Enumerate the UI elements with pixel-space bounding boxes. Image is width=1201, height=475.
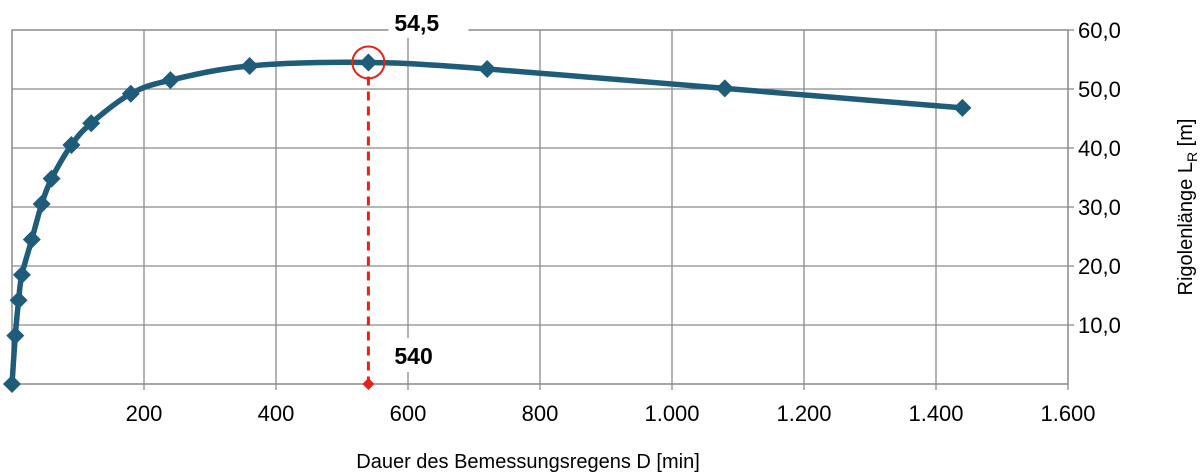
y-axis-title: Rigolenlänge LR [m]: [1175, 119, 1200, 296]
y-axis-title-main: Rigolenlänge L: [1175, 162, 1197, 295]
max-drop-marker: [362, 378, 375, 390]
max-duration-label: 540: [394, 343, 432, 369]
x-axis-ticks: 200 400 600 800 1.000 1.200 1.400 1.600: [126, 384, 1096, 426]
x-tick-label: 1.000: [644, 401, 699, 426]
series-group: [3, 53, 972, 393]
y-tick-label: 20,0: [1078, 254, 1121, 279]
y-tick-label: 50,0: [1078, 77, 1121, 102]
series-point-marker: [32, 195, 51, 214]
series-point-marker: [12, 265, 31, 284]
series-point-marker: [161, 71, 180, 90]
y-tick-label: 60,0: [1078, 18, 1121, 43]
series-point-marker: [478, 59, 497, 78]
series-point-marker: [953, 98, 972, 117]
x-tick-label: 1.600: [1040, 401, 1095, 426]
max-value-label: 54,5: [394, 10, 439, 36]
y-tick-label: 10,0: [1078, 313, 1121, 338]
grid: [12, 30, 1068, 384]
annotation-group: 54,5 540: [351, 4, 469, 372]
series-point-marker: [359, 53, 378, 72]
series-point-marker: [715, 79, 734, 98]
x-tick-label: 1.200: [776, 401, 831, 426]
x-axis-title: Dauer des Bemessungsregens D [min]: [356, 451, 700, 473]
y-tick-label: 30,0: [1078, 195, 1121, 220]
x-tick-label: 600: [390, 401, 427, 426]
x-tick-label: 800: [522, 401, 559, 426]
max-drop-line-group: [362, 76, 375, 390]
max-value-label-bg: [388, 4, 469, 38]
x-tick-label: 200: [126, 401, 163, 426]
x-tick-label: 1.400: [908, 401, 963, 426]
x-tick-label: 400: [258, 401, 295, 426]
y-tick-label: 40,0: [1078, 136, 1121, 161]
y-axis-title-subscript: R: [1184, 152, 1200, 162]
y-axis-title-unit: [m]: [1175, 119, 1197, 152]
series-point-marker: [121, 84, 140, 103]
y-axis-ticks: 10,0 20,0 30,0 40,0 50,0 60,0: [1068, 18, 1121, 338]
series-point-marker: [42, 169, 61, 188]
series-point-marker: [240, 56, 259, 75]
series-point-marker: [22, 230, 41, 249]
series-point-marker: [6, 326, 25, 345]
max-duration-label-bg: [388, 338, 451, 372]
max-highlight-circle: [351, 45, 386, 80]
series-point-marker: [9, 291, 28, 310]
series-point-marker: [3, 375, 21, 393]
series-point-marker: [62, 136, 81, 155]
series-point-marker: [82, 114, 101, 133]
